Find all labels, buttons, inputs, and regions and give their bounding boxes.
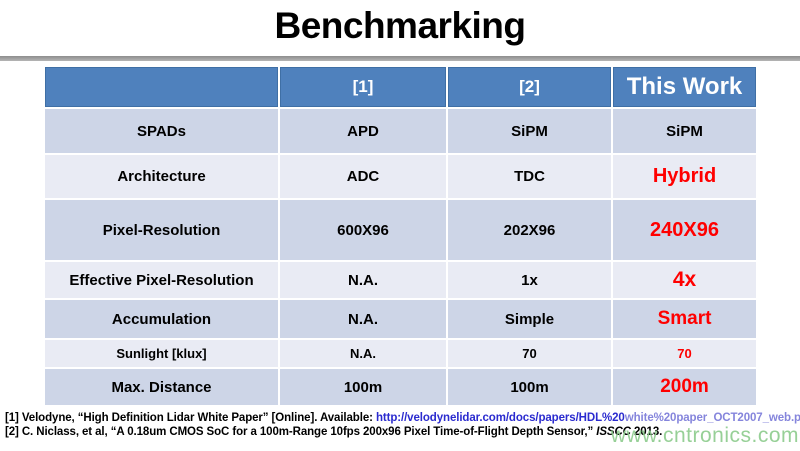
cell-value-this-work: Hybrid	[613, 155, 756, 198]
row-label: Pixel-Resolution	[45, 200, 278, 260]
reference-1-link-tail: white%20paper_OCT2007_web.pdf	[624, 412, 800, 424]
header-blank	[45, 67, 278, 107]
row-pixel-resolution: Pixel-Resolution 600X96 202X96 240X96	[45, 200, 758, 260]
reference-1-link[interactable]: http://velodynelidar.com/docs/papers/HDL…	[376, 412, 800, 424]
page-title: Benchmarking	[274, 5, 526, 46]
cell-value: APD	[280, 109, 446, 153]
references: [1] Velodyne, “High Definition Lidar Whi…	[5, 412, 800, 439]
header-ref1: [1]	[280, 67, 446, 107]
reference-1-text: [1] Velodyne, “High Definition Lidar Whi…	[5, 412, 376, 424]
reference-2: [2] C. Niclass, et al, “A 0.18um CMOS So…	[5, 426, 800, 440]
cell-value: 600X96	[280, 200, 446, 260]
cell-value: 100m	[448, 369, 611, 405]
reference-1: [1] Velodyne, “High Definition Lidar Whi…	[5, 412, 800, 426]
row-label: SPADs	[45, 109, 278, 153]
cell-value: N.A.	[280, 300, 446, 338]
cell-value: 202X96	[448, 200, 611, 260]
watermark: www.cntronics.com	[610, 424, 799, 447]
cell-value: N.A.	[280, 340, 446, 367]
reference-1-link-head: http://velodynelidar.com/docs/papers/HDL…	[375, 412, 625, 424]
reference-2-venue: ISSCC	[596, 425, 631, 438]
cell-value-this-work: 240X96	[613, 200, 756, 260]
row-label: Effective Pixel-Resolution	[45, 262, 278, 298]
row-sunlight: Sunlight [klux] N.A. 70 70	[45, 340, 758, 367]
cell-value: SiPM	[448, 109, 611, 153]
cell-value: 1x	[448, 262, 611, 298]
cell-value-this-work: 200m	[613, 369, 756, 405]
row-label: Sunlight [klux]	[45, 340, 278, 367]
cell-value: ADC	[280, 155, 446, 198]
table-header-row: [1] [2] This Work	[45, 67, 758, 107]
row-accumulation: Accumulation N.A. Simple Smart	[45, 300, 758, 338]
row-label: Architecture	[45, 155, 278, 198]
cell-value: 70	[448, 340, 611, 367]
header-this-work: This Work	[613, 67, 756, 107]
cell-value-this-work: 4x	[613, 262, 756, 298]
title-divider	[0, 56, 800, 61]
header-ref2: [2]	[448, 67, 611, 107]
cell-value-this-work: SiPM	[613, 109, 756, 153]
row-architecture: Architecture ADC TDC Hybrid	[45, 155, 758, 198]
benchmark-table: [1] [2] This Work SPADs APD SiPM SiPM Ar…	[45, 67, 758, 405]
cell-value: TDC	[448, 155, 611, 198]
row-effective-pixel-resolution: Effective Pixel-Resolution N.A. 1x 4x	[45, 262, 758, 298]
row-max-distance: Max. Distance 100m 100m 200m	[45, 369, 758, 405]
row-spads: SPADs APD SiPM SiPM	[45, 109, 758, 153]
cell-value: N.A.	[280, 262, 446, 298]
row-label: Max. Distance	[45, 369, 278, 405]
cell-value: Simple	[448, 300, 611, 338]
reference-2-year: 2013.	[630, 425, 663, 438]
cell-value-this-work: 70	[613, 340, 756, 367]
cell-value: 100m	[280, 369, 446, 405]
cell-value-this-work: Smart	[613, 300, 756, 338]
row-label: Accumulation	[45, 300, 278, 338]
reference-2-text: [2] C. Niclass, et al, “A 0.18um CMOS So…	[5, 425, 597, 438]
